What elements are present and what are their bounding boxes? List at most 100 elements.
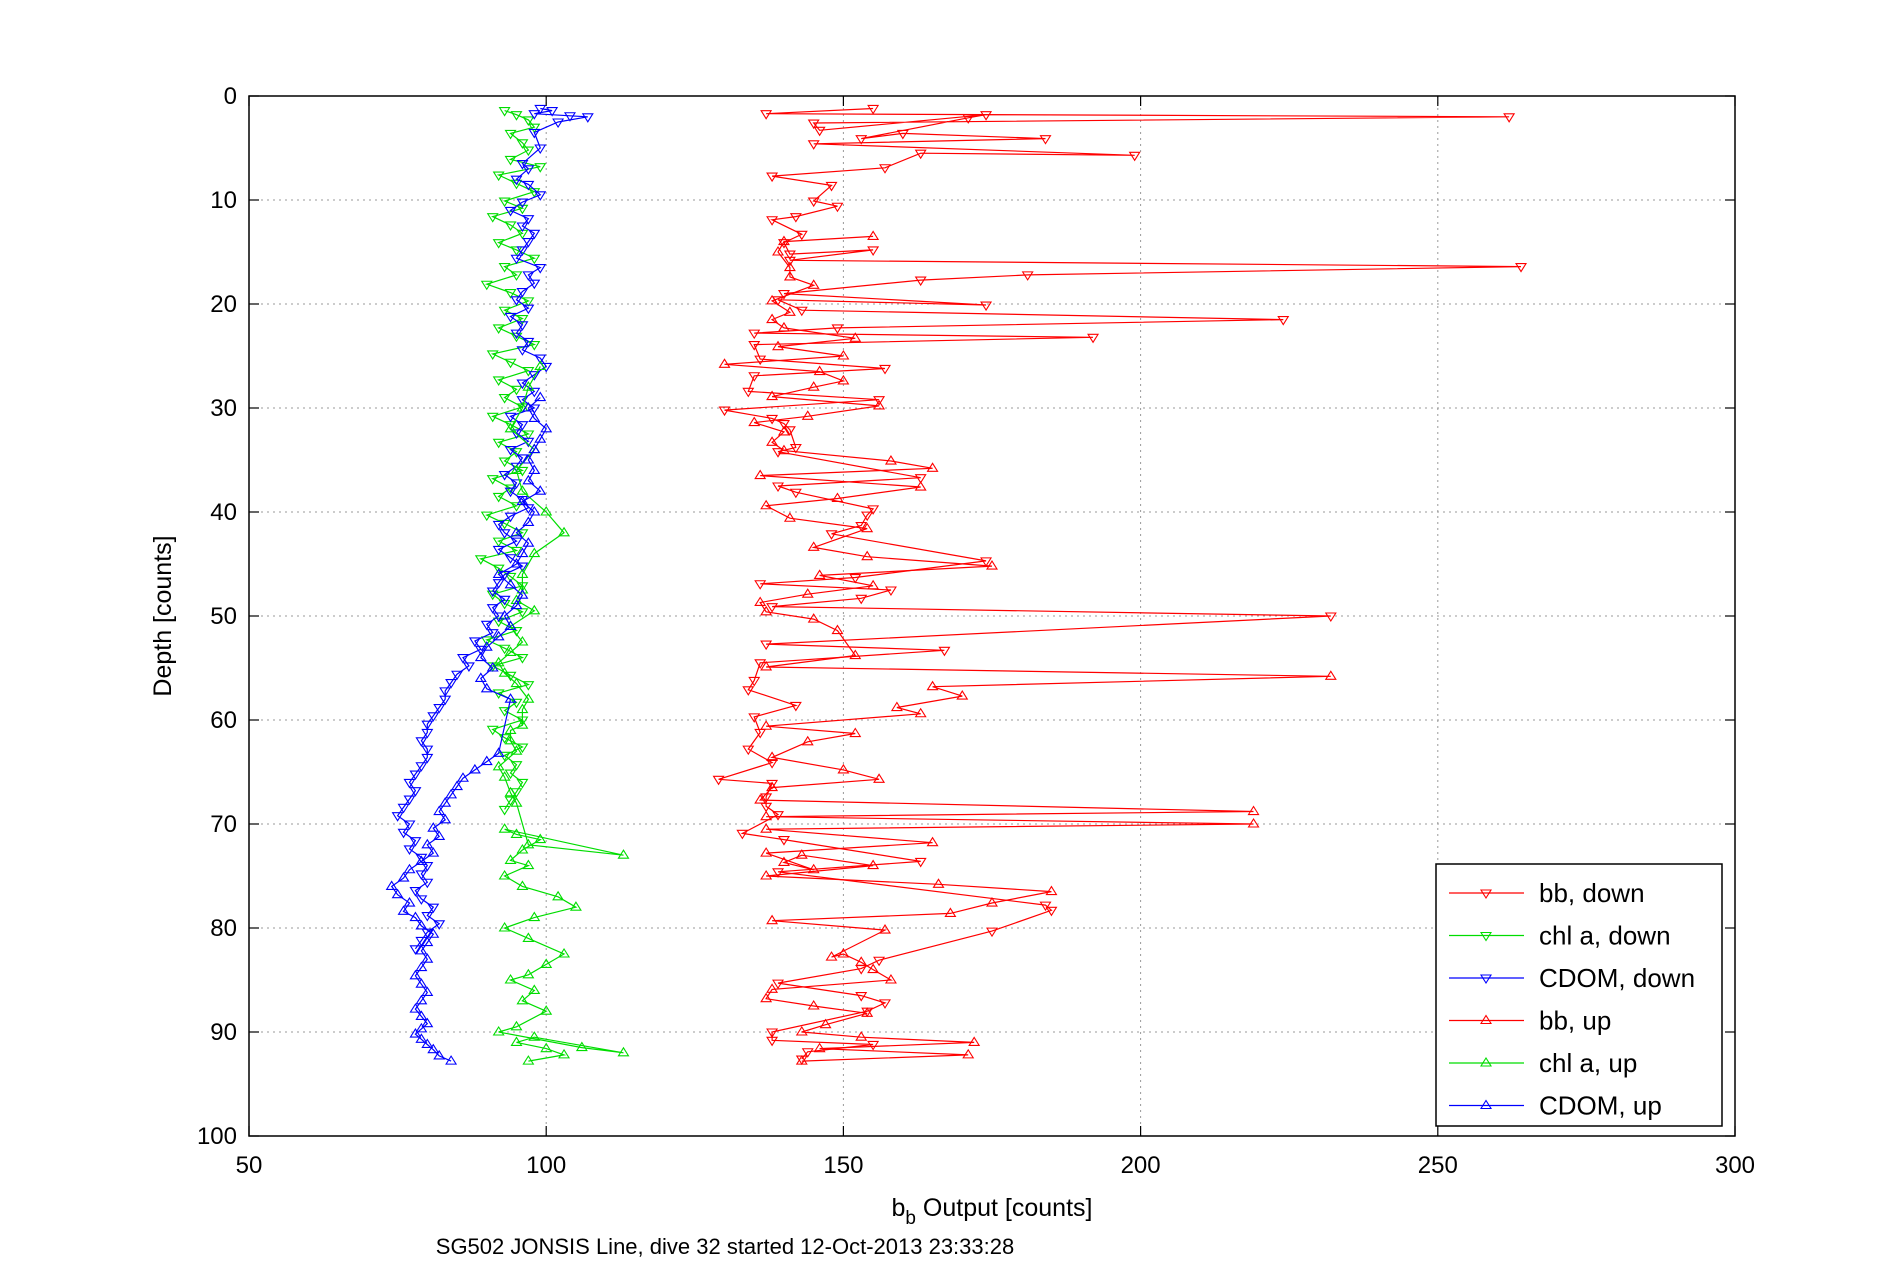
- data-point: [486, 475, 499, 485]
- data-point: [748, 372, 761, 382]
- data-point: [421, 1038, 434, 1049]
- data-point: [510, 429, 523, 439]
- y-tick-label: 90: [210, 1019, 237, 1046]
- data-point: [504, 487, 517, 498]
- data-point: [480, 682, 493, 693]
- data-point: [522, 337, 535, 348]
- data-point: [516, 743, 529, 754]
- data-point: [772, 448, 785, 458]
- data-point: [926, 836, 939, 847]
- data-point: [807, 613, 820, 623]
- data-point: [516, 198, 529, 209]
- data-point: [617, 1046, 630, 1057]
- data-point: [504, 734, 517, 745]
- data-point: [522, 1055, 535, 1065]
- series-bb-down: [712, 104, 1528, 1066]
- data-point: [492, 1025, 505, 1036]
- data-point: [789, 701, 802, 712]
- data-point: [896, 129, 909, 140]
- data-point: [421, 745, 434, 756]
- data-point: [516, 401, 529, 412]
- data-point: [914, 276, 927, 287]
- data-point: [760, 847, 773, 857]
- data-point: [516, 880, 529, 890]
- data-point: [831, 202, 844, 213]
- data-point: [944, 907, 957, 917]
- data-point: [498, 644, 511, 655]
- data-point: [480, 636, 493, 646]
- data-point: [516, 843, 529, 854]
- data-point: [748, 713, 761, 723]
- data-point: [409, 837, 422, 847]
- data-point: [415, 978, 428, 988]
- data-point: [777, 420, 790, 430]
- data-point: [1045, 885, 1058, 896]
- data-point: [409, 969, 422, 980]
- data-point: [510, 537, 523, 548]
- legend: bb, down chl a, down CDOM, down bb, up chl a…: [1435, 863, 1723, 1127]
- data-point: [492, 760, 505, 771]
- data-point: [492, 324, 505, 334]
- y-axis-label: Depth [counts]: [149, 535, 177, 696]
- data-point: [492, 239, 505, 249]
- data-point: [415, 1022, 428, 1033]
- x-axis-label-subscript: b: [905, 1208, 916, 1229]
- data-point: [522, 180, 535, 191]
- data-point: [409, 787, 422, 797]
- data-point: [825, 951, 838, 961]
- data-point: [772, 868, 785, 878]
- data-point: [831, 624, 844, 635]
- data-point: [516, 287, 529, 298]
- data-point: [510, 246, 523, 256]
- data-point: [837, 374, 850, 385]
- data-point: [777, 321, 790, 332]
- y-tick-label: 0: [224, 83, 237, 110]
- data-point: [492, 630, 505, 641]
- data-point: [783, 426, 796, 436]
- data-point: [415, 855, 428, 865]
- data-point: [772, 482, 785, 493]
- data-point: [522, 453, 535, 464]
- data-point: [421, 1017, 434, 1028]
- data-point: [867, 963, 880, 974]
- data-point: [421, 862, 434, 872]
- data-point: [504, 221, 517, 231]
- data-point: [849, 649, 862, 660]
- data-point: [468, 637, 481, 647]
- data-point: [980, 111, 993, 121]
- data-point: [789, 488, 802, 499]
- data-point: [581, 113, 594, 123]
- data-point: [498, 823, 511, 833]
- data-point: [879, 364, 892, 375]
- data-point: [486, 213, 499, 223]
- data-point: [766, 781, 779, 792]
- data-point: [558, 1048, 571, 1059]
- data-point: [504, 769, 517, 780]
- data-point: [914, 149, 927, 160]
- data-point: [486, 350, 499, 360]
- data-point: [534, 485, 547, 495]
- data-point: [415, 870, 428, 880]
- data-point: [867, 246, 880, 256]
- data-point: [748, 676, 761, 687]
- data-point: [415, 1033, 428, 1043]
- data-point: [1039, 135, 1052, 145]
- data-point: [801, 735, 814, 746]
- data-point: [486, 629, 499, 639]
- data-point: [504, 973, 517, 984]
- data-point: [855, 956, 868, 966]
- data-point: [504, 854, 517, 864]
- data-point: [504, 724, 517, 734]
- data-point: [421, 928, 434, 939]
- data-point: [445, 788, 458, 799]
- data-point: [409, 1028, 422, 1038]
- data-point: [766, 313, 779, 324]
- data-point: [801, 1048, 814, 1058]
- data-point: [415, 994, 428, 1005]
- data-point: [980, 301, 993, 312]
- data-point: [510, 594, 523, 604]
- data-point: [492, 656, 505, 667]
- data-point: [522, 474, 535, 485]
- data-point: [492, 568, 505, 578]
